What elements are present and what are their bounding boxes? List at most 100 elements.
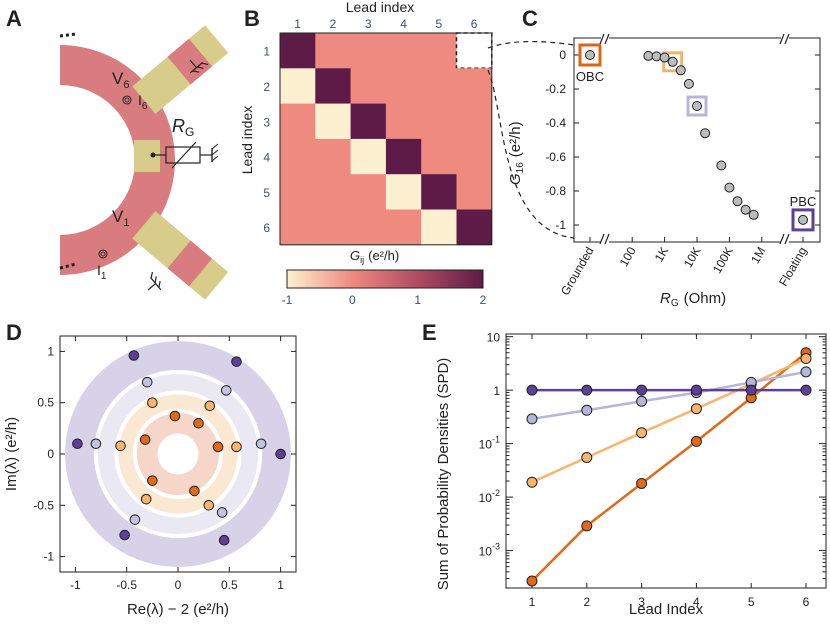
d-data-point (128, 350, 140, 361)
d-data-point (231, 441, 242, 453)
heatmap-cell (280, 33, 316, 69)
e-data-point (636, 477, 648, 489)
heatmap-cell (350, 68, 387, 104)
e-data-point (800, 366, 812, 378)
heatmap-cell (456, 209, 493, 246)
eigenvalue-panel: -1 -0.5 0 0.5 110.50-0.5-1 Re(λ) − 2 (e²/h) … (3, 335, 297, 618)
e-y-tick: 10-3 (479, 542, 500, 559)
c-highlight-box (686, 95, 708, 117)
e-data-point (581, 520, 593, 532)
d-y-tick: 0 (47, 447, 54, 461)
conductance-panel: 0 -0.2 -0.4 -0.6 -0.8 -1 Grounded 100 1K 10K 100K… (507, 32, 821, 309)
rg-label: RG (172, 116, 194, 139)
d-y-tick: -0.5 (33, 498, 54, 512)
heatmap-cell (315, 174, 351, 210)
heatmap-panel: Lead index 1 2 3 4 5 6 1 2 3 4 5 6 Lead index Gij(… (239, 0, 575, 307)
heatmap-cell (280, 68, 316, 104)
e-data-point (800, 384, 812, 396)
c-data-point (732, 196, 743, 207)
c-endpoint-box (578, 43, 602, 67)
heatmap-frame (279, 32, 493, 246)
heatmap-cell (315, 209, 351, 246)
e-data-point (581, 384, 593, 396)
heatmap-cell (385, 103, 422, 140)
c-x-ticks: Grounded 100 1K 10K 100K 1M Floating (558, 237, 810, 298)
c-endpoint-label: OBC (576, 69, 604, 84)
colorbar-tick: 2 (480, 293, 487, 307)
c-y-tick: 0 (559, 48, 566, 62)
e-x-tick: 6 (803, 595, 810, 609)
heatmap-cell (350, 33, 387, 69)
c-x-tick: 1M (748, 244, 768, 265)
d-rings (65, 341, 291, 567)
c-data-point (740, 204, 751, 215)
c-points: OBC PBC (576, 43, 817, 232)
heatmap-cell (280, 174, 316, 210)
c-x-tick: Floating (776, 245, 809, 289)
heatmap-cell (385, 174, 422, 210)
d-data-point (231, 356, 242, 367)
i6-label: I6 (138, 92, 148, 112)
device-schematic: RG V6 I6 V1 I1 (59, 25, 229, 300)
d-data-point (72, 438, 83, 450)
panel-letter-d: D (6, 320, 22, 345)
heatmap-cell (315, 103, 351, 140)
heatmap-cell (421, 103, 457, 140)
heatmap-cell (280, 103, 316, 140)
e-y-tick: 1 (493, 384, 500, 398)
e-data-point (636, 384, 648, 396)
c-y-tick: -0.8 (545, 184, 566, 198)
v1-label: V1 (112, 207, 129, 229)
heatmap-cell-empty (455, 32, 493, 70)
connector-top (487, 40, 575, 49)
e-data-point (526, 384, 538, 396)
d-y-tick: 0.5 (37, 396, 54, 410)
d-data-point (204, 400, 216, 412)
v6-label: V6 (112, 69, 129, 91)
e-data-point (690, 403, 702, 415)
c-data-point (724, 182, 735, 193)
d-data-point (189, 485, 200, 497)
d-data-point (129, 514, 141, 525)
d-data-point (216, 507, 228, 518)
c-y-tick: -0.4 (545, 116, 566, 130)
d-data-point (140, 493, 152, 505)
d-data-point (193, 417, 204, 429)
heatmap-cell (350, 138, 387, 175)
heatmap-x-tick: 2 (330, 17, 337, 31)
d-data-point (218, 534, 230, 546)
heatmap-x-tick: 1 (294, 17, 301, 31)
heatmap-cells (279, 32, 493, 246)
panel-d-frame (59, 335, 297, 573)
d-x-tick: 1 (277, 578, 284, 592)
c-endpoint-point (798, 214, 808, 225)
colorbar-ticks: -1 0 1 2 (282, 293, 487, 307)
heatmap-x-tick: 6 (471, 17, 478, 31)
heatmap-cell (421, 68, 457, 104)
c-endpoint-label: PBC (790, 194, 817, 209)
connector-bottom (487, 69, 575, 239)
heatmap-cell (385, 33, 422, 69)
c-x-tick: 10K (681, 245, 704, 270)
c-data-point (683, 78, 694, 89)
heatmap-y-tick: 4 (263, 151, 270, 165)
panel-letter-c: C (522, 6, 538, 31)
d-data-point (169, 410, 181, 422)
heatmap-cell (315, 33, 351, 69)
spd-panel: 1 2 3 4 5 6 10 1 10-1 10-2 10-3 Lead Index Sum of … (435, 331, 827, 618)
c-y-tick: -1 (555, 218, 566, 232)
d-data-point (203, 500, 215, 511)
heatmap-cell (421, 138, 457, 175)
heatmap-cell (350, 174, 387, 210)
d-x-label: Re(λ) − 2 (e²/h) (127, 601, 229, 618)
heatmap-y-tick: 1 (263, 45, 270, 59)
heatmap-cell (350, 103, 387, 140)
panel-letter-e: E (422, 320, 437, 345)
heatmap-cell (456, 68, 493, 104)
colorbar-tick: 0 (349, 293, 356, 307)
e-x-tick: 5 (748, 595, 755, 609)
e-x-tick: 1 (529, 595, 536, 609)
heatmap-cell (385, 138, 422, 175)
d-x-tick: 0.5 (221, 578, 238, 592)
